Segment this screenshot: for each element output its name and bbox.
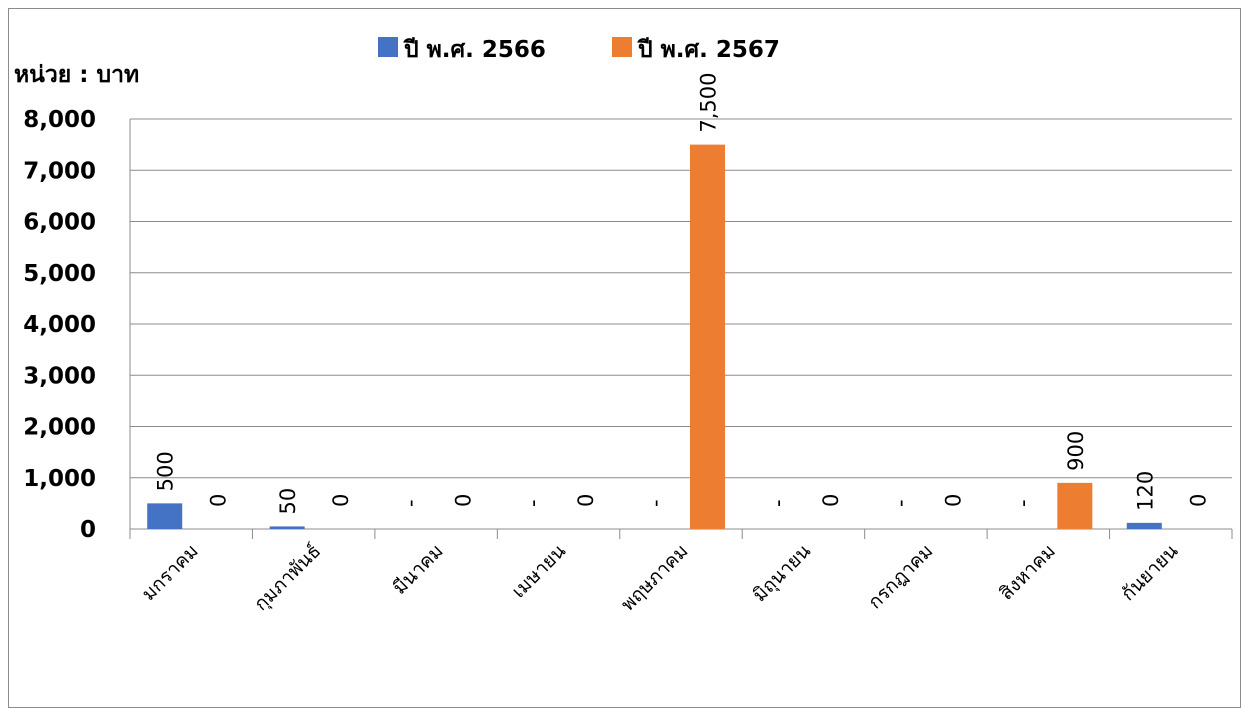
data-label: - <box>399 499 423 507</box>
x-category-label: มิถุนายน <box>749 540 816 607</box>
data-label: - <box>1011 499 1035 507</box>
y-tick-label: 7,000 <box>23 158 96 184</box>
legend-swatch <box>378 37 398 57</box>
data-label: - <box>521 499 545 507</box>
data-label: 900 <box>1064 431 1088 471</box>
x-category-label: สิงหาคม <box>995 540 1060 605</box>
y-tick-label: 0 <box>80 517 96 543</box>
bar-layer <box>147 144 1162 529</box>
data-label: 500 <box>154 451 178 491</box>
bar <box>1057 482 1093 529</box>
data-label: 0 <box>452 494 476 507</box>
x-category-label: กุมภาพันธ์ <box>250 540 326 616</box>
legend: ปี พ.ศ. 2566 ปี พ.ศ. 2567 <box>378 37 780 63</box>
y-tick-label: 3,000 <box>23 363 96 389</box>
y-tick-label: 1,000 <box>23 466 96 492</box>
x-category-label: เมษายน <box>508 540 570 602</box>
x-category-label: กันยายน <box>1117 540 1182 605</box>
data-label: 7,500 <box>697 73 721 133</box>
data-label: - <box>644 499 668 507</box>
data-label: - <box>766 499 790 507</box>
bar <box>147 503 183 529</box>
legend-label: ปี พ.ศ. 2567 <box>636 37 780 63</box>
grid-layer <box>130 118 1232 479</box>
data-label: 0 <box>819 494 843 507</box>
y-tick-label: 5,000 <box>23 261 96 287</box>
data-label: 120 <box>1133 471 1157 511</box>
bar <box>269 526 305 529</box>
y-tick-label: 2,000 <box>23 415 96 441</box>
x-category-label: มีนาคม <box>389 540 448 599</box>
y-tick-label: 4,000 <box>23 312 96 338</box>
data-label: 0 <box>329 494 353 507</box>
data-label: 0 <box>574 494 598 507</box>
legend-swatch <box>612 37 632 57</box>
y-tick-label: 8,000 <box>23 107 96 133</box>
x-category-label: มกราคม <box>138 540 203 605</box>
data-label: - <box>888 499 912 507</box>
bar <box>690 144 725 529</box>
data-label: 0 <box>941 494 965 507</box>
label-layer: 500 50 - - - - - - 120 0 0 0 0 7,500 0 0 900 0 <box>154 73 1211 515</box>
data-label: 0 <box>207 494 231 507</box>
axis-layer: 0 1,000 2,000 3,000 4,000 5,000 6,000 7,000 8,00… <box>23 107 1233 616</box>
chart-container: 0 1,000 2,000 3,000 4,000 5,000 6,000 7,000 8,00… <box>8 8 1241 708</box>
legend-label: ปี พ.ศ. 2566 <box>402 37 546 63</box>
bar-chart: 0 1,000 2,000 3,000 4,000 5,000 6,000 7,000 8,00… <box>14 37 1233 616</box>
data-label: 0 <box>1186 494 1210 507</box>
data-label: 50 <box>276 488 300 515</box>
bar <box>1126 522 1162 529</box>
x-category-label: พฤษภาคม <box>617 540 693 616</box>
y-axis-title: หน่วย : บาท <box>14 62 139 88</box>
x-category-label: กรกฎาคม <box>864 540 937 613</box>
y-tick-label: 6,000 <box>23 210 96 236</box>
